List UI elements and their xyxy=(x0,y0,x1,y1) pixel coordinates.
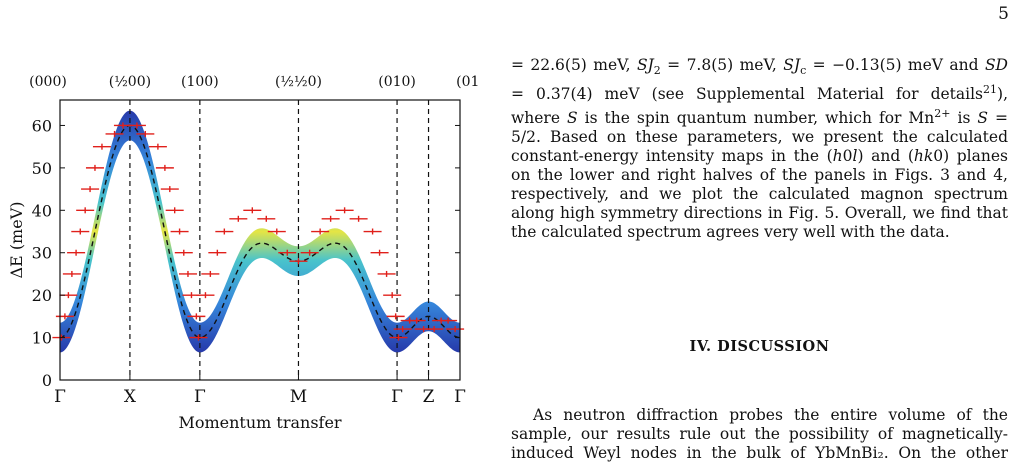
x-tick-label: Γ xyxy=(391,387,403,407)
paragraph-fragment: = 0.37(4) meV (see Supplemental Material… xyxy=(511,85,984,104)
paragraph-fragment: = 5/2. Based on these parameters, we pre… xyxy=(511,109,1008,166)
paragraph-fragment: 0 xyxy=(842,147,853,166)
paragraph-fragment: ) and ( xyxy=(857,147,914,166)
paragraph-fragment: SJ xyxy=(636,56,654,74)
calculated-dispersion-line xyxy=(59,124,461,339)
paragraph-fragment: SJ xyxy=(783,56,801,74)
y-tick-label: 10 xyxy=(32,329,52,348)
paragraph-fragment: is the spin quantum number, which for Mn xyxy=(577,109,935,128)
paragraph-fragment: S xyxy=(977,109,989,128)
y-tick-label: 40 xyxy=(32,201,52,220)
paragraph-fragment: 0) planes on the lower and right halves … xyxy=(511,147,1008,242)
paragraph-fragment: hk xyxy=(913,147,934,166)
spectrum-band xyxy=(60,110,460,353)
text-column: = 22.6(5) meV, SJ2 = 7.8(5) meV, SJc = −… xyxy=(511,56,1008,242)
top-hkl-label: (010) xyxy=(378,74,416,90)
paragraph-fragment: SD xyxy=(984,56,1008,74)
page-number: 5 xyxy=(998,4,1009,24)
x-tick-label: Γ xyxy=(54,387,66,407)
paragraph-fragment: c xyxy=(800,64,807,78)
paragraph-fragment: = 7.8(5) meV, xyxy=(660,56,784,74)
top-hkl-label: (½00) xyxy=(109,74,151,90)
x-tick-label: M xyxy=(290,387,307,407)
y-tick-label: 30 xyxy=(32,244,52,263)
y-axis-label: ΔE (meV) xyxy=(7,202,26,279)
y-tick-label: 0 xyxy=(42,371,52,390)
paragraph-discussion: As neutron diffraction probes the entire… xyxy=(511,406,1008,462)
top-hkl-label: (½½0) xyxy=(275,74,322,90)
x-axis-label: Momentum transfer xyxy=(178,413,341,432)
top-hkl-label: (011) xyxy=(456,74,480,90)
x-tick-label: X xyxy=(124,387,137,407)
section-heading: IV. DISCUSSION xyxy=(689,338,830,355)
paragraph-fragment: 21 xyxy=(983,83,998,97)
paragraph-fragment: l xyxy=(852,147,858,166)
paragraph-fragment: is xyxy=(950,109,978,128)
paragraph-fragment: = −0.13(5) meV and xyxy=(806,56,985,74)
y-tick-label: 60 xyxy=(32,116,52,135)
plot-frame xyxy=(59,99,461,381)
top-hkl-label: (000) xyxy=(29,74,67,90)
x-tick-label: Γ xyxy=(194,387,206,407)
paragraph-fragment: 2+ xyxy=(934,107,951,121)
paragraph-fragment: = 22.6(5) meV, xyxy=(511,56,637,74)
y-tick-label: 20 xyxy=(32,286,52,305)
paragraph-fragment: S xyxy=(567,109,578,128)
x-tick-label: Z xyxy=(423,387,435,407)
paragraph-fragment: ), where xyxy=(511,85,1008,128)
paragraph-parameters: = 22.6(5) meV, SJ2 = 7.8(5) meV, SJc = −… xyxy=(511,56,1008,242)
paragraph-fragment: h xyxy=(832,147,843,166)
paragraph-fragment: 2 xyxy=(653,64,661,78)
top-hkl-label: (100) xyxy=(181,74,219,90)
y-tick-label: 50 xyxy=(32,159,52,178)
x-tick-label: Γ xyxy=(454,387,466,407)
text-column-lower: As neutron diffraction probes the entire… xyxy=(511,406,1008,463)
